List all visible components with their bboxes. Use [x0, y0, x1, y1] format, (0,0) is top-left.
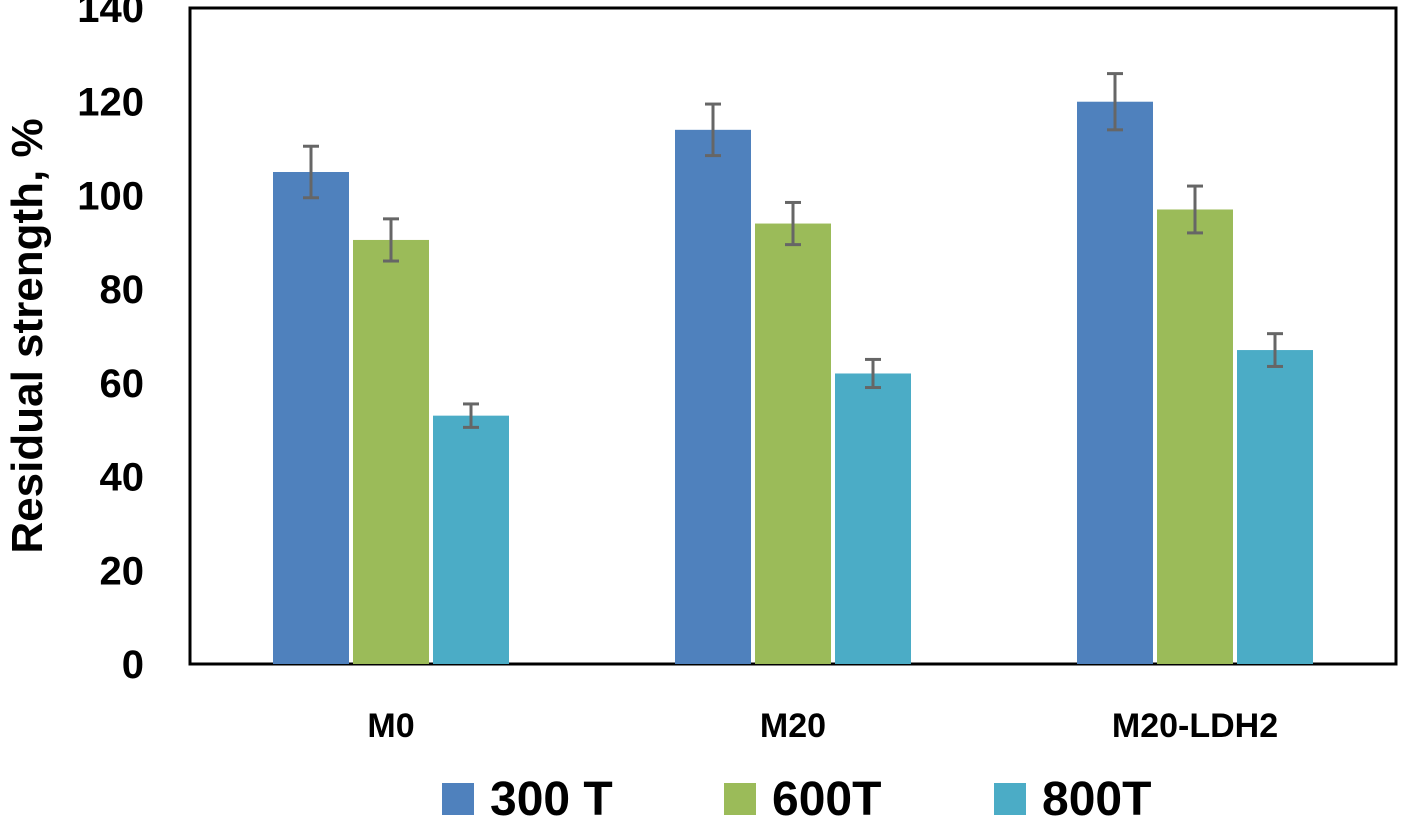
y-axis-title: Residual strength, %	[3, 118, 52, 553]
error-bar-group	[303, 72, 1283, 429]
error-bar	[705, 102, 721, 158]
y-tick-label: 80	[100, 268, 145, 312]
legend-label: 600T	[772, 773, 881, 816]
y-tick-label: 40	[100, 456, 145, 500]
error-bar	[865, 357, 881, 390]
y-tick-label: 0	[122, 643, 144, 687]
bar-800t-m0	[433, 415, 509, 664]
x-category-label: M0	[367, 707, 414, 745]
y-tick-label: 20	[100, 549, 145, 593]
bar-300t-m20	[675, 129, 751, 665]
legend-item: 300 T	[442, 773, 613, 816]
x-category-label: M20-LDH2	[1112, 707, 1278, 745]
legend-swatch	[442, 783, 474, 815]
y-axis-tick-labels: 0 20 40 60 80 100 120 140	[77, 0, 144, 687]
bar-800t-m20	[835, 373, 911, 664]
x-axis-category-labels: M0 M20 M20-LDH2	[367, 707, 1278, 745]
error-bar	[1107, 72, 1123, 132]
y-tick-label: 140	[77, 0, 144, 31]
legend-item: 800T	[994, 773, 1151, 816]
legend: 300 T 600T 800T	[442, 773, 1151, 816]
bar-series-group	[273, 101, 1313, 665]
legend-swatch	[724, 783, 756, 815]
error-bar	[303, 144, 319, 200]
bar-600t-m0	[353, 239, 429, 664]
error-bar	[383, 217, 399, 263]
error-bar	[1187, 184, 1203, 235]
bar-300t-m20-ldh2	[1077, 101, 1153, 664]
bar-800t-m20-ldh2	[1237, 350, 1313, 664]
legend-swatch	[994, 783, 1026, 815]
bar-600t-m20	[755, 223, 831, 665]
x-category-label: M20	[760, 707, 826, 745]
legend-label: 300 T	[490, 773, 613, 816]
y-tick-label: 100	[77, 174, 144, 218]
y-tick-label: 60	[100, 362, 145, 406]
error-bar	[463, 402, 479, 429]
error-bar	[785, 200, 801, 247]
y-tick-label: 120	[77, 81, 144, 125]
bar-300t-m0	[273, 172, 349, 664]
legend-label: 800T	[1042, 773, 1151, 816]
error-bar	[1267, 332, 1283, 368]
bar-600t-m20-ldh2	[1157, 209, 1233, 664]
legend-item: 600T	[724, 773, 881, 816]
